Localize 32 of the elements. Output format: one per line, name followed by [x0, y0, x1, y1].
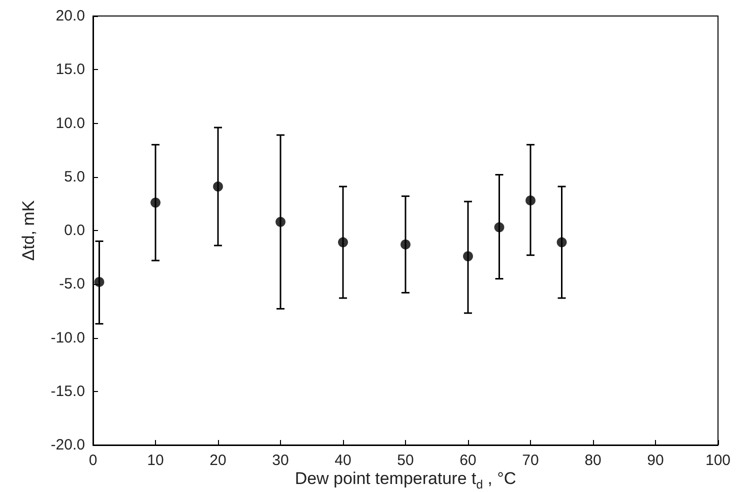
x-tick-label: 30 [272, 452, 289, 469]
y-tick-label: -20.0 [50, 436, 85, 454]
x-tick-label: 80 [584, 452, 602, 469]
x-tick-label: 60 [460, 452, 476, 469]
point [276, 216, 286, 227]
x-tick-label: 90 [647, 452, 664, 469]
x-tick-label: 20 [210, 452, 226, 469]
point [556, 237, 567, 248]
y-tick-label: -5.0 [59, 276, 85, 293]
y-tick-label: 15.0 [56, 61, 85, 78]
y-tick-label: -15.0 [50, 382, 85, 400]
x-tick-label: 0 [88, 452, 98, 469]
point [338, 237, 348, 248]
x-tick-label: 70 [522, 452, 539, 469]
x-tick-label: 100 [705, 452, 731, 469]
point [94, 276, 104, 287]
point [150, 198, 160, 208]
y-tick-label: 20.0 [56, 8, 85, 24]
x-tick-label: 10 [147, 452, 164, 469]
point [526, 195, 536, 206]
y-tick-label: 0.0 [64, 222, 85, 239]
x-axis-title: Dew point temperature t$_{d}$ , °C [294, 469, 518, 492]
y-tick-label: -10.0 [50, 329, 85, 346]
y-tick-label: 10.0 [56, 114, 85, 132]
point [494, 222, 504, 232]
x-tick-label: 40 [334, 452, 352, 469]
y-tick-label: 5.0 [64, 168, 85, 186]
x-tick-label: 50 [397, 452, 414, 469]
y-axis-title: Δtd, mK [19, 200, 38, 261]
point [463, 251, 473, 262]
point [213, 182, 223, 192]
point [400, 239, 410, 250]
